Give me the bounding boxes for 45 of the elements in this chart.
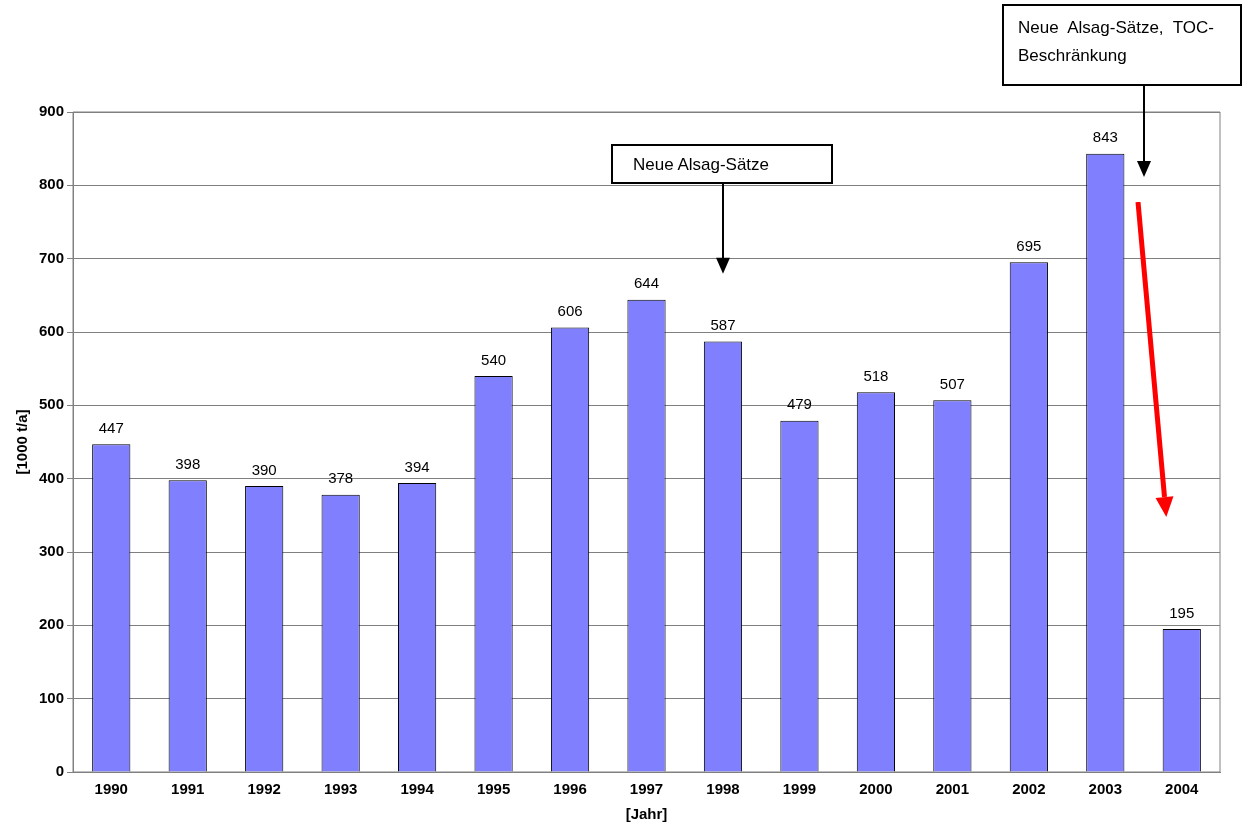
data-label: 518	[863, 366, 889, 384]
y-axis-title: [1000 t/a]	[13, 409, 31, 475]
x-tick-label: 1992	[247, 780, 281, 798]
x-tick-label: 2001	[935, 780, 970, 798]
y-tick-label: 600	[39, 322, 65, 340]
data-label: 394	[404, 457, 430, 475]
x-axis-title: [Jahr]	[625, 805, 668, 823]
data-label: 447	[98, 418, 124, 436]
annotation: Neue Alsag-Sätze	[632, 155, 770, 174]
x-tick-label: 2000	[859, 780, 893, 798]
data-label: 606	[557, 302, 583, 320]
note-box: Neue Alsag-Sätze, TOC-Beschränkung	[1002, 4, 1242, 86]
y-tick-label: 100	[39, 688, 65, 706]
y-tick-label: 200	[39, 615, 65, 633]
x-tick-label: 1991	[171, 780, 205, 798]
x-tick-label: 1999	[782, 780, 817, 798]
x-tick-label: 1998	[706, 780, 740, 798]
x-tick-label: 1995	[476, 780, 511, 798]
data-label: 378	[328, 469, 354, 487]
x-tick-label: 2004	[1165, 780, 1200, 798]
y-tick-label: 800	[39, 175, 65, 193]
data-label: 587	[710, 316, 736, 334]
y-tick-label: 900	[39, 102, 65, 120]
data-label: 644	[634, 274, 660, 292]
y-tick-label: 700	[39, 248, 65, 266]
x-tick-label: 1990	[94, 780, 128, 798]
y-tick-label: 400	[39, 468, 65, 486]
data-label: 195	[1169, 603, 1195, 621]
note-box: Neue Alsag-Sätze	[610, 144, 833, 184]
data-label: 479	[786, 395, 812, 413]
data-label: 695	[1016, 236, 1042, 254]
data-label: 398	[175, 454, 201, 472]
x-tick-label: 1994	[400, 780, 435, 798]
y-tick-label: 300	[39, 542, 65, 560]
data-label: 540	[481, 350, 507, 368]
x-tick-label: 1993	[323, 780, 358, 798]
x-tick-label: 2002	[1012, 780, 1046, 798]
x-tick-label: 1997	[629, 780, 664, 798]
data-label: 843	[1092, 128, 1118, 146]
data-label: 390	[251, 460, 277, 478]
y-tick-label: 0	[55, 762, 65, 780]
x-tick-label: 2003	[1088, 780, 1122, 798]
y-tick-label: 500	[39, 395, 65, 413]
data-label: 507	[939, 374, 965, 392]
x-tick-label: 1996	[553, 780, 587, 798]
